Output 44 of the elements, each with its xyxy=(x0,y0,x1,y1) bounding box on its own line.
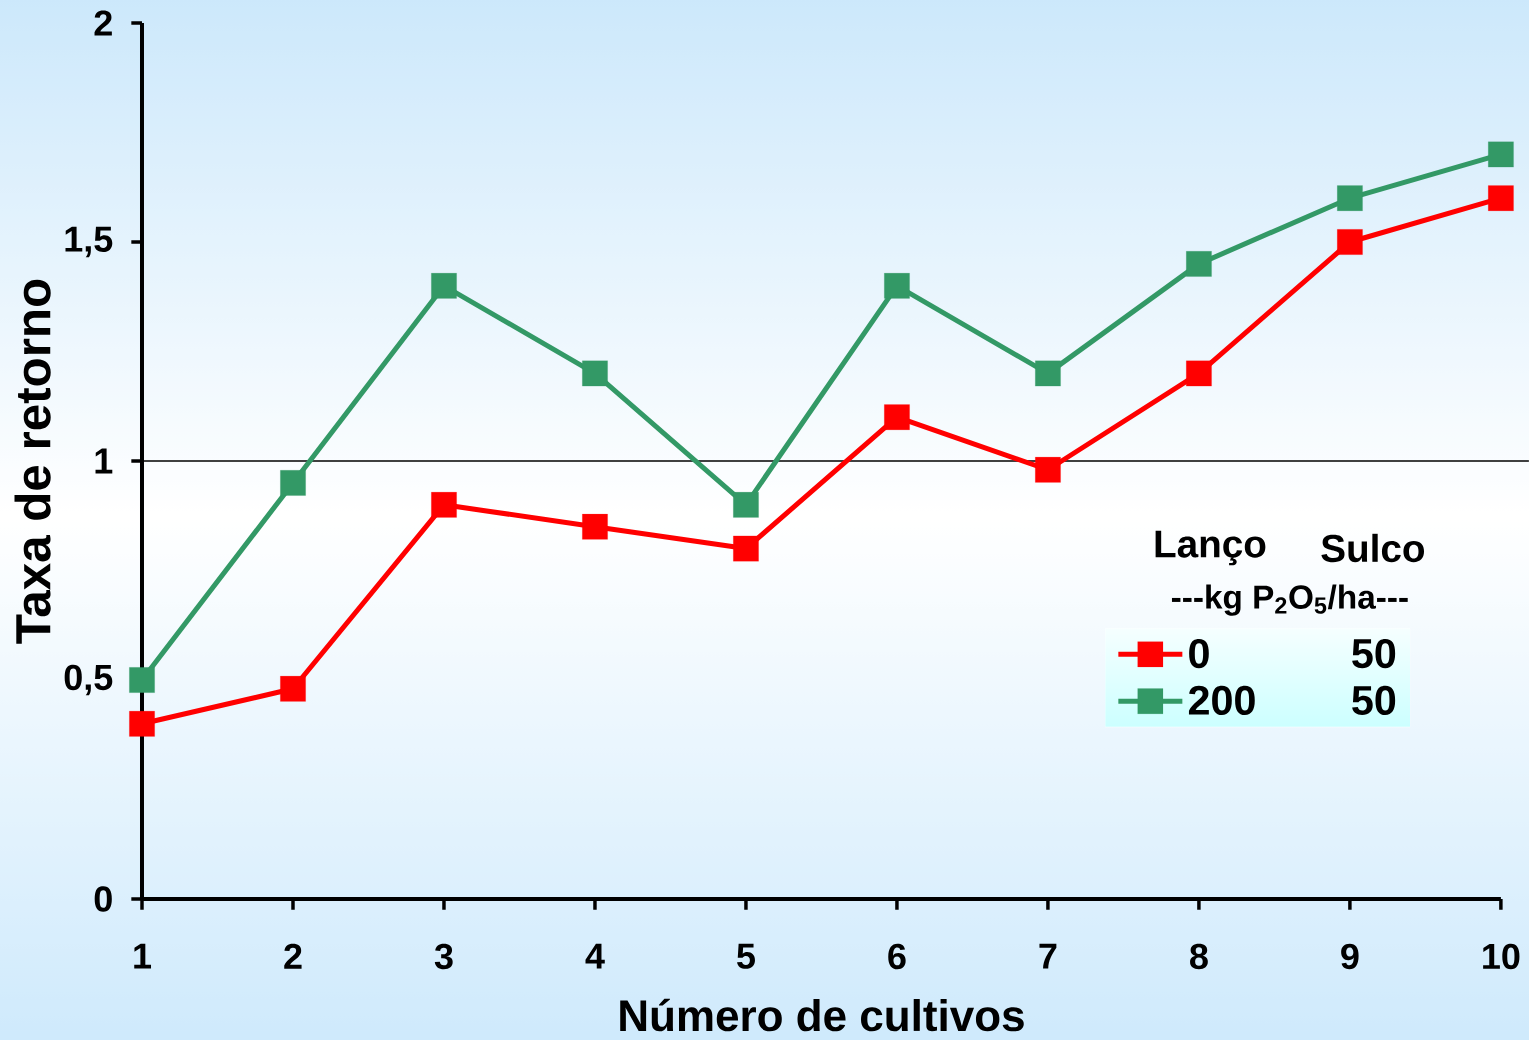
point xyxy=(129,711,155,737)
annotation: 50 xyxy=(1352,685,1396,716)
point xyxy=(582,360,608,387)
point xyxy=(582,513,608,540)
point xyxy=(280,470,306,496)
x-tick-label: 9 xyxy=(1341,943,1359,970)
y-tick-label: 0 xyxy=(94,886,112,912)
point xyxy=(1337,229,1363,255)
point xyxy=(1035,457,1061,483)
y-tick-label: 0,5 xyxy=(64,664,113,696)
annotation: ---kg P$_{2}$O$_{5}$/ha--- xyxy=(1171,584,1408,616)
point xyxy=(1186,251,1212,277)
point xyxy=(884,273,910,299)
x-tick-label: 8 xyxy=(1190,943,1208,970)
x-tick-label: 5 xyxy=(737,943,755,969)
x-axis-title: Número de cultivos xyxy=(620,998,1024,1032)
x-tick-label: 1 xyxy=(134,943,152,969)
x-tick-label: 10 xyxy=(1483,943,1520,970)
point xyxy=(431,492,457,518)
point xyxy=(1186,360,1212,387)
x-tick-label: 6 xyxy=(888,943,906,970)
point xyxy=(733,492,759,518)
point xyxy=(129,667,155,693)
x-tick-label: 3 xyxy=(434,943,453,970)
y-axis-title: Taxa de retorno xyxy=(14,279,51,644)
x-tick-label: 7 xyxy=(1039,943,1057,969)
point xyxy=(733,535,759,562)
x-tick-label: 4 xyxy=(585,943,605,969)
legend-title: Lanço xyxy=(1155,530,1266,566)
y-tick-label: 1 xyxy=(95,448,113,474)
point xyxy=(1337,185,1363,211)
point xyxy=(431,273,457,299)
point xyxy=(1488,141,1514,168)
y-tick-label: 1,5 xyxy=(65,226,113,258)
legend-label: 0 xyxy=(1189,638,1209,669)
x-tick-label: 2 xyxy=(284,943,302,969)
y-tick-label: 2 xyxy=(94,10,112,36)
point xyxy=(1035,360,1061,387)
point xyxy=(280,676,306,702)
point xyxy=(884,404,910,430)
point xyxy=(1488,185,1514,211)
annotation: Sulco xyxy=(1321,533,1425,563)
legend-label: 200 xyxy=(1188,685,1255,716)
annotation: 50 xyxy=(1352,638,1396,669)
